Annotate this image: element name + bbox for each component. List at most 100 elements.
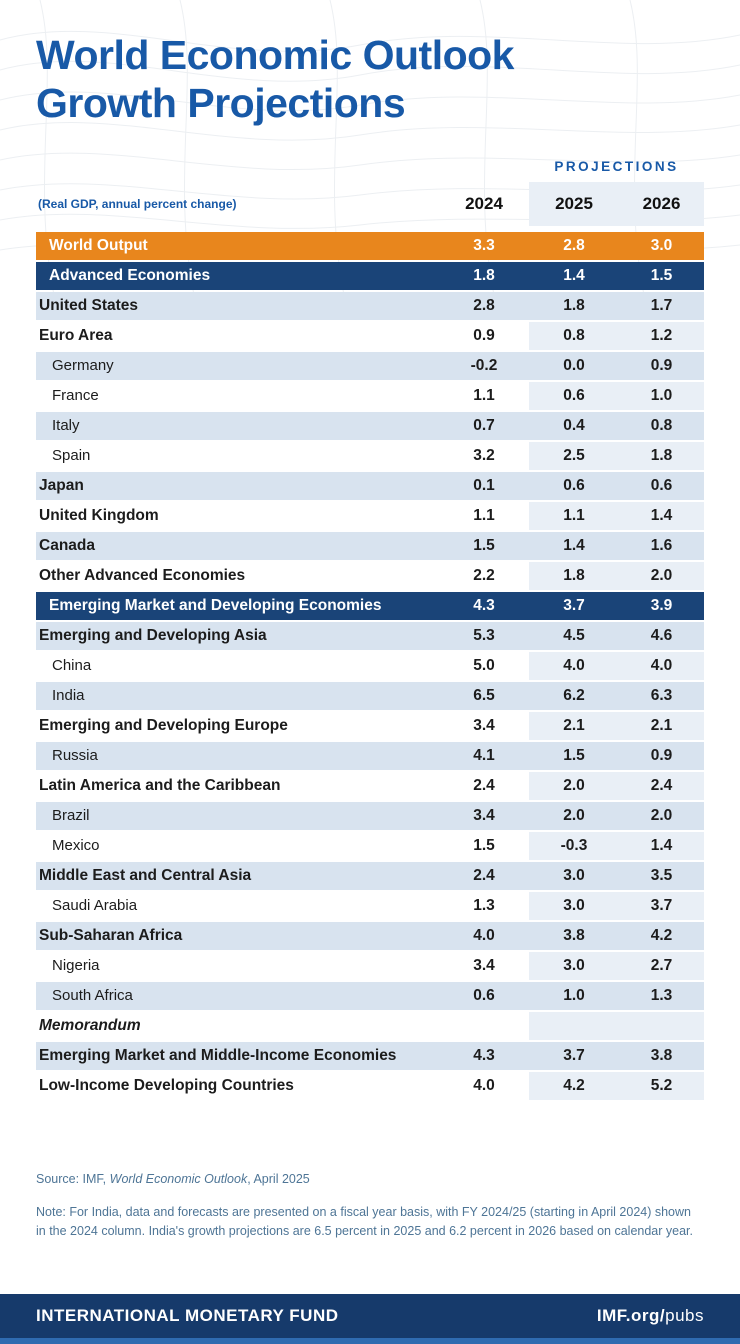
footer-accent-strip	[0, 1338, 740, 1344]
value-2025: 3.8	[529, 922, 619, 951]
page-title: World Economic Outlook Growth Projection…	[36, 32, 704, 127]
value-2026: 1.7	[619, 292, 704, 321]
footer-url[interactable]: IMF.org/pubs	[597, 1306, 704, 1326]
value-2025: 0.0	[529, 352, 619, 381]
table-row-south-africa: South Africa 0.6 1.0 1.3	[36, 982, 704, 1011]
row-label: Nigeria	[52, 957, 100, 975]
value-2025: 1.5	[529, 742, 619, 771]
table-row-emerging-and-developing-asia: Emerging and Developing Asia 5.3 4.5 4.6	[36, 622, 704, 651]
value-2025: 0.4	[529, 412, 619, 441]
footer-imf-label: INTERNATIONAL MONETARY FUND	[36, 1306, 339, 1325]
table-row-emerging-market-and-middle-income-economies: Emerging Market and Middle-Income Econom…	[36, 1042, 704, 1071]
table-row-emerging-and-developing-europe: Emerging and Developing Europe 3.4 2.1 2.1	[36, 712, 704, 741]
value-2025: 3.7	[529, 1042, 619, 1071]
value-2026: 4.0	[619, 652, 704, 681]
value-2026: 1.3	[619, 982, 704, 1011]
value-2024: 0.1	[439, 472, 529, 501]
value-2025: 1.8	[529, 562, 619, 591]
table-row-italy: Italy 0.7 0.4 0.8	[36, 412, 704, 441]
gdp-table: World Output 3.3 2.8 3.0 Advanced Economies 1…	[36, 232, 704, 1102]
row-label: Spain	[52, 447, 91, 465]
value-2026: 6.3	[619, 682, 704, 711]
row-label: Advanced Economies	[36, 262, 439, 291]
value-2026: 5.2	[619, 1072, 704, 1101]
table-row-france: France 1.1 0.6 1.0	[36, 382, 704, 411]
row-label: Low-Income Developing Countries	[39, 1077, 294, 1095]
value-2024: 3.2	[473, 447, 495, 465]
value-2026: 1.6	[619, 532, 704, 561]
value-2024: 3.4	[473, 957, 495, 975]
footer-url-path: pubs	[665, 1306, 704, 1325]
projections-label: PROJECTIONS	[554, 158, 679, 174]
value-2024: 4.3	[439, 592, 529, 621]
row-label: Emerging Market and Developing Economies	[36, 592, 439, 621]
value-2026: 3.5	[619, 862, 704, 891]
row-label: Brazil	[36, 802, 439, 831]
value-2024: 2.4	[439, 862, 529, 891]
row-label: India	[36, 682, 439, 711]
year-header-2025: 2025	[529, 182, 619, 227]
value-2026: 3.0	[619, 232, 704, 261]
row-label: Memorandum	[39, 1017, 141, 1035]
value-2024: 1.8	[439, 262, 529, 291]
table-row-world-output: World Output 3.3 2.8 3.0	[36, 232, 704, 261]
value-2025: 1.1	[529, 502, 619, 531]
value-2024: 1.1	[473, 387, 495, 405]
table-row-latin-america-and-the-caribbean: Latin America and the Caribbean 2.4 2.0 2.4	[36, 772, 704, 801]
row-label: Middle East and Central Asia	[36, 862, 439, 891]
value-2024: 5.3	[439, 622, 529, 651]
value-2025: 2.5	[529, 442, 619, 471]
value-2024: 2.4	[473, 777, 495, 795]
value-2024: 0.6	[439, 982, 529, 1011]
value-2025: 4.0	[529, 652, 619, 681]
value-2024: 2.2	[473, 567, 495, 585]
table-header-row: (Real GDP, annual percent change) 2024 2…	[36, 182, 704, 227]
value-2026	[619, 1012, 704, 1041]
value-2025: 1.0	[529, 982, 619, 1011]
note-text: Note: For India, data and forecasts are …	[36, 1205, 693, 1238]
table-row-nigeria: Nigeria 3.4 3.0 2.7	[36, 952, 704, 981]
value-2024: 1.5	[439, 532, 529, 561]
value-2026: 2.0	[619, 562, 704, 591]
footer-bar: INTERNATIONAL MONETARY FUND IMF.org/pubs	[0, 1294, 740, 1338]
source-prefix: Source: IMF,	[36, 1172, 110, 1187]
row-label: Latin America and the Caribbean	[39, 777, 281, 795]
value-2025: 3.0	[529, 892, 619, 921]
table-subtitle: (Real GDP, annual percent change)	[38, 197, 237, 212]
table-row-united-kingdom: United Kingdom 1.1 1.1 1.4	[36, 502, 704, 531]
table-row-middle-east-and-central-asia: Middle East and Central Asia 2.4 3.0 3.5	[36, 862, 704, 891]
value-2025: 1.4	[529, 532, 619, 561]
row-label: Emerging and Developing Asia	[36, 622, 439, 651]
row-label: Canada	[36, 532, 439, 561]
projections-header: PROJECTIONS	[36, 157, 704, 175]
table-row-memorandum: Memorandum	[36, 1012, 704, 1041]
value-2025: 0.6	[529, 472, 619, 501]
value-2025: 4.5	[529, 622, 619, 651]
row-label: Saudi Arabia	[52, 897, 138, 915]
value-2026: 3.9	[619, 592, 704, 621]
table-row-advanced-economies: Advanced Economies 1.8 1.4 1.5	[36, 262, 704, 291]
table-row-other-advanced-economies: Other Advanced Economies 2.2 1.8 2.0	[36, 562, 704, 591]
value-2024: 4.3	[439, 1042, 529, 1071]
value-2026: 4.6	[619, 622, 704, 651]
value-2026: 0.6	[619, 472, 704, 501]
value-2025: 3.0	[529, 952, 619, 981]
value-2025: 2.0	[529, 802, 619, 831]
table-row-united-states: United States 2.8 1.8 1.7	[36, 292, 704, 321]
value-2026: 4.2	[619, 922, 704, 951]
value-2024: 0.9	[473, 327, 495, 345]
value-2026: 1.0	[619, 382, 704, 411]
table-row-india: India 6.5 6.2 6.3	[36, 682, 704, 711]
row-label: World Output	[36, 232, 439, 261]
value-2025: 3.0	[529, 862, 619, 891]
value-2024	[439, 1012, 529, 1040]
value-2026: 1.4	[619, 502, 704, 531]
value-2024: 3.3	[439, 232, 529, 261]
table-row-low-income-developing-countries: Low-Income Developing Countries 4.0 4.2 5.2	[36, 1072, 704, 1101]
value-2024: 3.4	[473, 717, 495, 735]
table-row-japan: Japan 0.1 0.6 0.6	[36, 472, 704, 501]
row-label: France	[52, 387, 99, 405]
value-2025	[529, 1012, 619, 1041]
value-2026: 0.8	[619, 412, 704, 441]
